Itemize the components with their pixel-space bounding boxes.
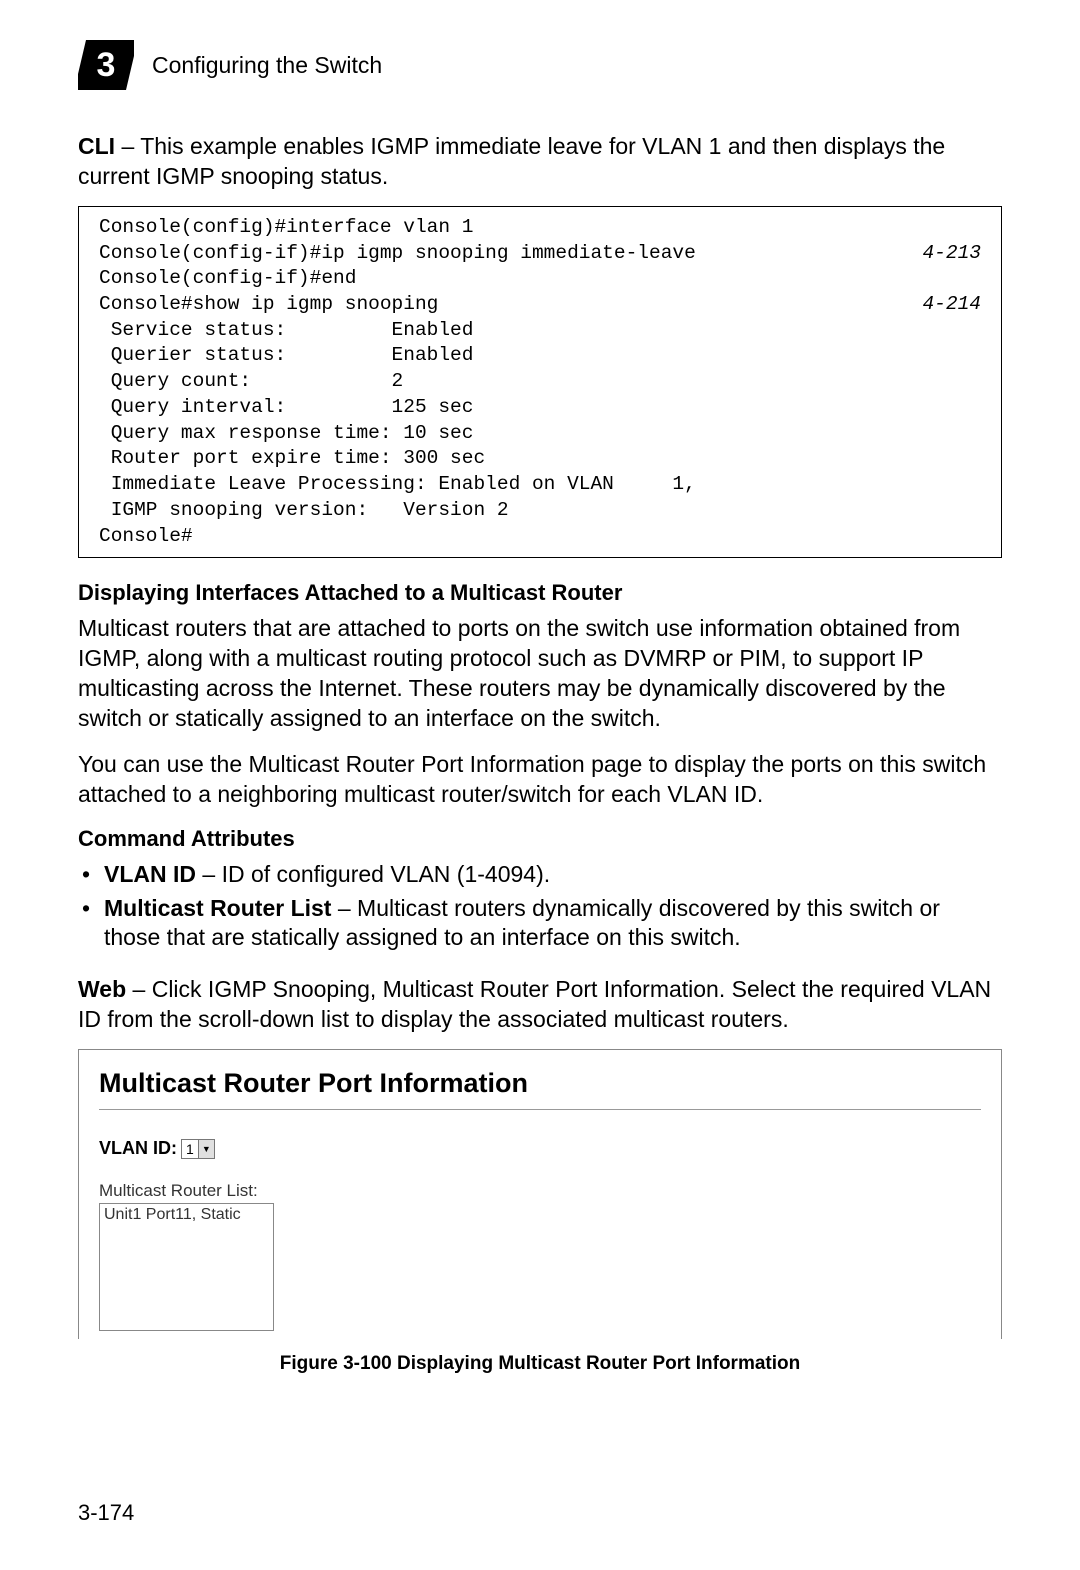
cli-line: Console(config-if)#ip igmp snooping imme… <box>99 241 981 267</box>
cli-text: Router port expire time: 300 sec <box>99 446 485 472</box>
vlan-id-value: 1 <box>182 1141 198 1157</box>
cli-text: Console(config-if)#end <box>99 266 356 292</box>
cli-console-box: Console(config)#interface vlan 1Console(… <box>78 206 1002 559</box>
cli-line: Querier status: Enabled <box>99 343 981 369</box>
cli-line: Query interval: 125 sec <box>99 395 981 421</box>
chapter-number: 3 <box>97 46 116 85</box>
command-attrs-heading: Command Attributes <box>78 826 1002 852</box>
attr-desc: – ID of configured VLAN (1-4094). <box>196 861 550 887</box>
cli-text: Query count: 2 <box>99 369 403 395</box>
figure-caption: Figure 3-100 Displaying Multicast Router… <box>78 1353 1002 1375</box>
command-attr-item: VLAN ID – ID of configured VLAN (1-4094)… <box>78 860 1002 890</box>
web-prefix: Web <box>78 976 126 1002</box>
cli-text: Service status: Enabled <box>99 318 473 344</box>
command-attrs-list: VLAN ID – ID of configured VLAN (1-4094)… <box>78 860 1002 954</box>
cli-prefix: CLI <box>78 133 115 159</box>
cli-line: Console# <box>99 524 981 550</box>
cli-line: IGMP snooping version: Version 2 <box>99 498 981 524</box>
cli-line: Router port expire time: 300 sec <box>99 446 981 472</box>
cli-line: Query count: 2 <box>99 369 981 395</box>
section-para1: Multicast routers that are attached to p… <box>78 614 1002 734</box>
attr-term: VLAN ID <box>104 861 196 887</box>
cli-ref: 4-213 <box>922 241 981 267</box>
cli-line: Console#show ip igmp snooping 4-214 <box>99 292 981 318</box>
cli-text: Console# <box>99 524 193 550</box>
cli-ref: 4-214 <box>922 292 981 318</box>
command-attr-item: Multicast Router List – Multicast router… <box>78 894 1002 954</box>
vlan-id-row: VLAN ID: 1 ▼ <box>99 1138 981 1159</box>
cli-text: Querier status: Enabled <box>99 343 473 369</box>
vlan-id-dropdown[interactable]: 1 ▼ <box>181 1139 215 1159</box>
cli-line: Service status: Enabled <box>99 318 981 344</box>
list-item[interactable]: Unit1 Port11, Static <box>104 1206 269 1224</box>
web-intro: Web – Click IGMP Snooping, Multicast Rou… <box>78 975 1002 1035</box>
cli-text: Query max response time: 10 sec <box>99 421 473 447</box>
chapter-header: 3 Configuring the Switch <box>78 40 1002 90</box>
multicast-router-list-label: Multicast Router List: <box>99 1181 981 1201</box>
cli-line: Console(config-if)#end <box>99 266 981 292</box>
chapter-badge: 3 <box>78 40 134 90</box>
cli-intro: CLI – This example enables IGMP immediat… <box>78 132 1002 192</box>
cli-line: Console(config)#interface vlan 1 <box>99 215 981 241</box>
cli-text: Console#show ip igmp snooping <box>99 292 438 318</box>
cli-line: Immediate Leave Processing: Enabled on V… <box>99 472 981 498</box>
cli-text: Console(config-if)#ip igmp snooping imme… <box>99 241 696 267</box>
dropdown-arrow-icon[interactable]: ▼ <box>198 1140 214 1158</box>
figure-panel-title: Multicast Router Port Information <box>99 1068 981 1110</box>
web-figure-panel: Multicast Router Port Information VLAN I… <box>78 1049 1002 1339</box>
chapter-title: Configuring the Switch <box>152 52 382 79</box>
cli-text: IGMP snooping version: Version 2 <box>99 498 509 524</box>
cli-text: Console(config)#interface vlan 1 <box>99 215 473 241</box>
cli-intro-text: – This example enables IGMP immediate le… <box>78 133 945 189</box>
web-intro-text: – Click IGMP Snooping, Multicast Router … <box>78 976 991 1032</box>
section-heading: Displaying Interfaces Attached to a Mult… <box>78 580 1002 606</box>
vlan-id-label: VLAN ID: <box>99 1138 177 1159</box>
attr-term: Multicast Router List <box>104 895 331 921</box>
cli-text: Query interval: 125 sec <box>99 395 473 421</box>
page-number: 3-174 <box>78 1500 134 1526</box>
cli-text: Immediate Leave Processing: Enabled on V… <box>99 472 696 498</box>
multicast-router-listbox[interactable]: Unit1 Port11, Static <box>99 1203 274 1331</box>
cli-line: Query max response time: 10 sec <box>99 421 981 447</box>
section-para2: You can use the Multicast Router Port In… <box>78 750 1002 810</box>
